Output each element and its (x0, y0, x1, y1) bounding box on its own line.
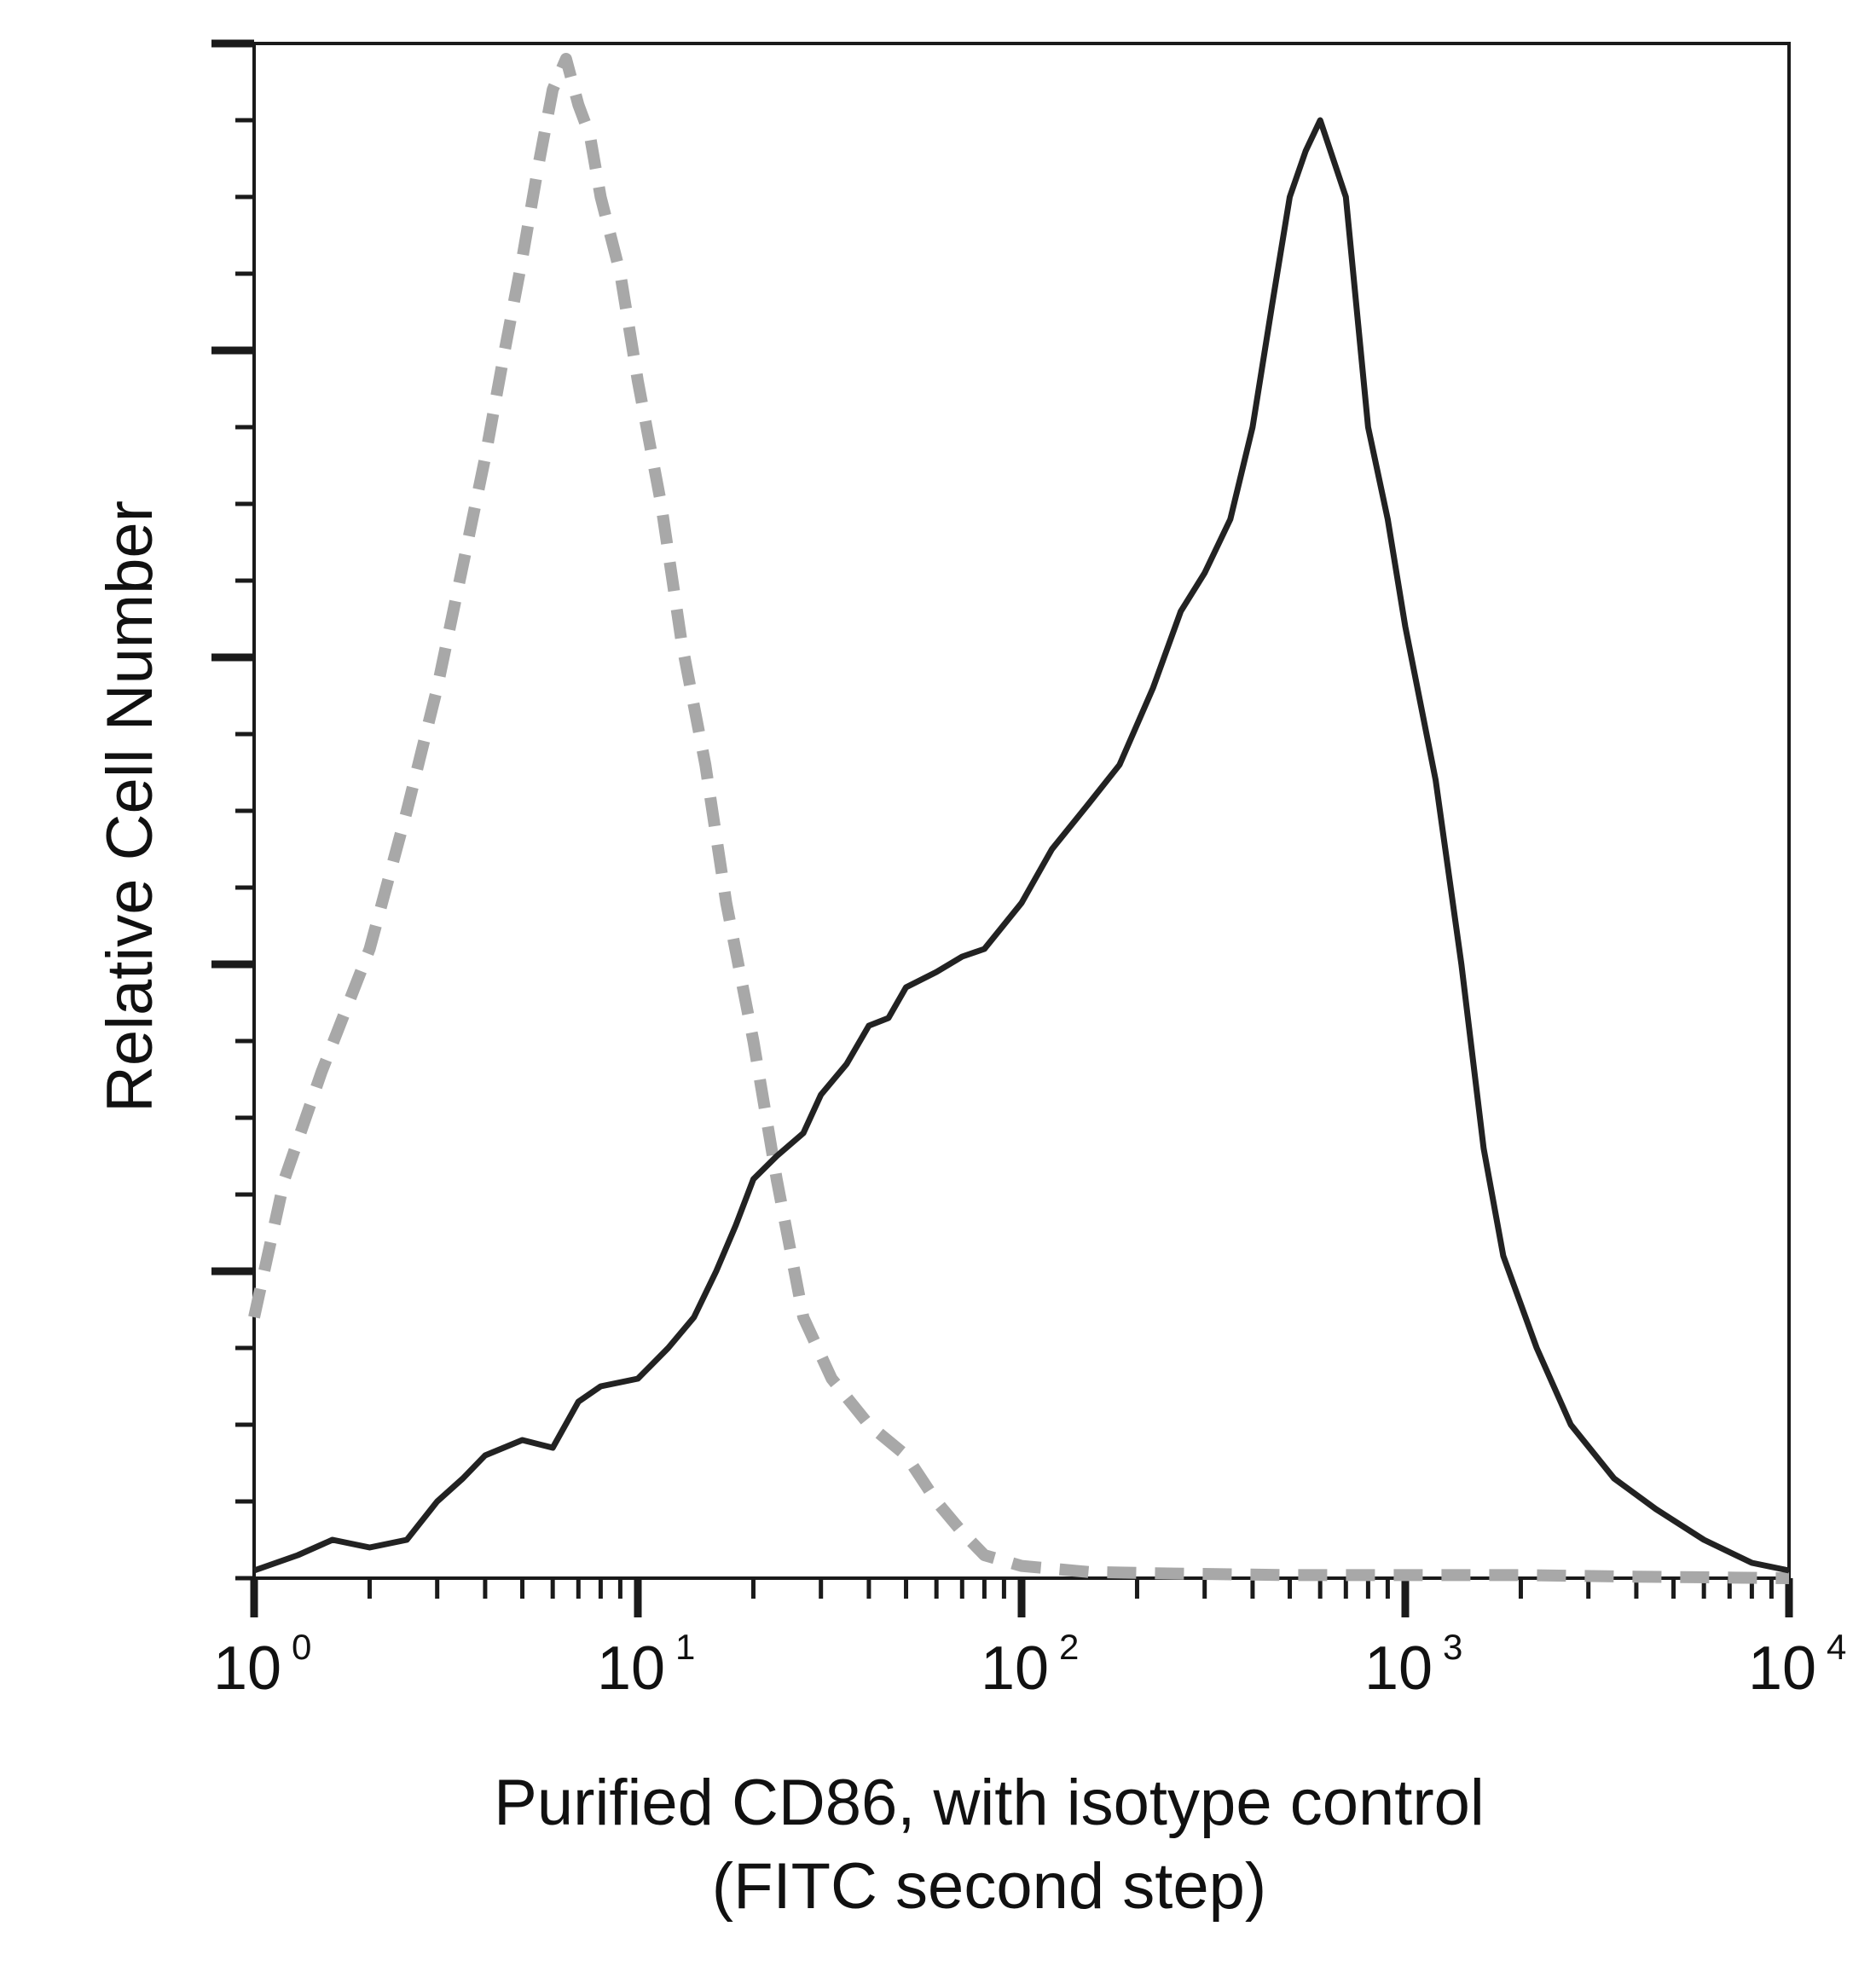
x-tick-label: 10 3 (1364, 1627, 1462, 1703)
x-axis-title-line2: (FITC second step) (712, 1850, 1266, 1923)
x-tick-label-exponent: 3 (1443, 1627, 1462, 1667)
x-tick-label-exponent: 1 (675, 1627, 695, 1667)
series-line-solid (252, 117, 1790, 1574)
y-axis-ticks (211, 39, 254, 1581)
x-tick-label-exponent: 0 (292, 1627, 311, 1667)
x-tick-label: 10 4 (1748, 1627, 1846, 1703)
x-axis-tick-labels: 10 0 10 1 10 2 10 3 10 4 (213, 1627, 1846, 1703)
x-tick-label-base: 10 (213, 1634, 281, 1703)
x-tick-label-base: 10 (597, 1634, 665, 1703)
plot-frame (252, 42, 1791, 1580)
x-tick-label-base: 10 (1748, 1634, 1816, 1703)
x-tick-label-base: 10 (981, 1634, 1049, 1703)
x-tick-label-base: 10 (1364, 1634, 1433, 1703)
x-tick-label: 10 0 (213, 1627, 311, 1703)
x-axis-title-line1: Purified CD86, with isotype control (494, 1767, 1485, 1839)
x-tick-label-exponent: 2 (1059, 1627, 1079, 1667)
x-tick-label: 10 2 (981, 1627, 1079, 1703)
x-tick-label-exponent: 4 (1827, 1627, 1846, 1667)
y-axis-title: Relative Cell Number (94, 500, 166, 1113)
series-line-dashed (248, 53, 1790, 1584)
series-group (248, 53, 1790, 1584)
x-axis-ticks (250, 1578, 1793, 1617)
x-tick-label: 10 1 (597, 1627, 695, 1703)
